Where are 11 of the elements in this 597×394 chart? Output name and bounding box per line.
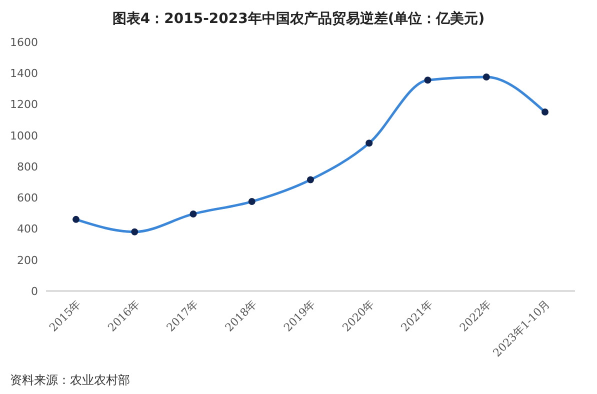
- y-tick-label: 800: [17, 160, 38, 174]
- text: 资料来源：农业农村部: [10, 372, 130, 389]
- y-tick-label: 1000: [10, 129, 38, 142]
- y-tick-label: 200: [17, 254, 38, 267]
- y-tick-label: 1400: [10, 67, 38, 80]
- y-tick-label: 1200: [10, 98, 38, 112]
- y-tick-label: 400: [17, 222, 38, 236]
- y-tick-label: 600: [17, 192, 38, 205]
- y-tick-label: 1600: [10, 36, 38, 49]
- y-tick-label: 0: [31, 284, 38, 298]
- chart-title: 图表4：2015-2023年中国农产品贸易逆差(单位：亿美元): [111, 10, 486, 28]
